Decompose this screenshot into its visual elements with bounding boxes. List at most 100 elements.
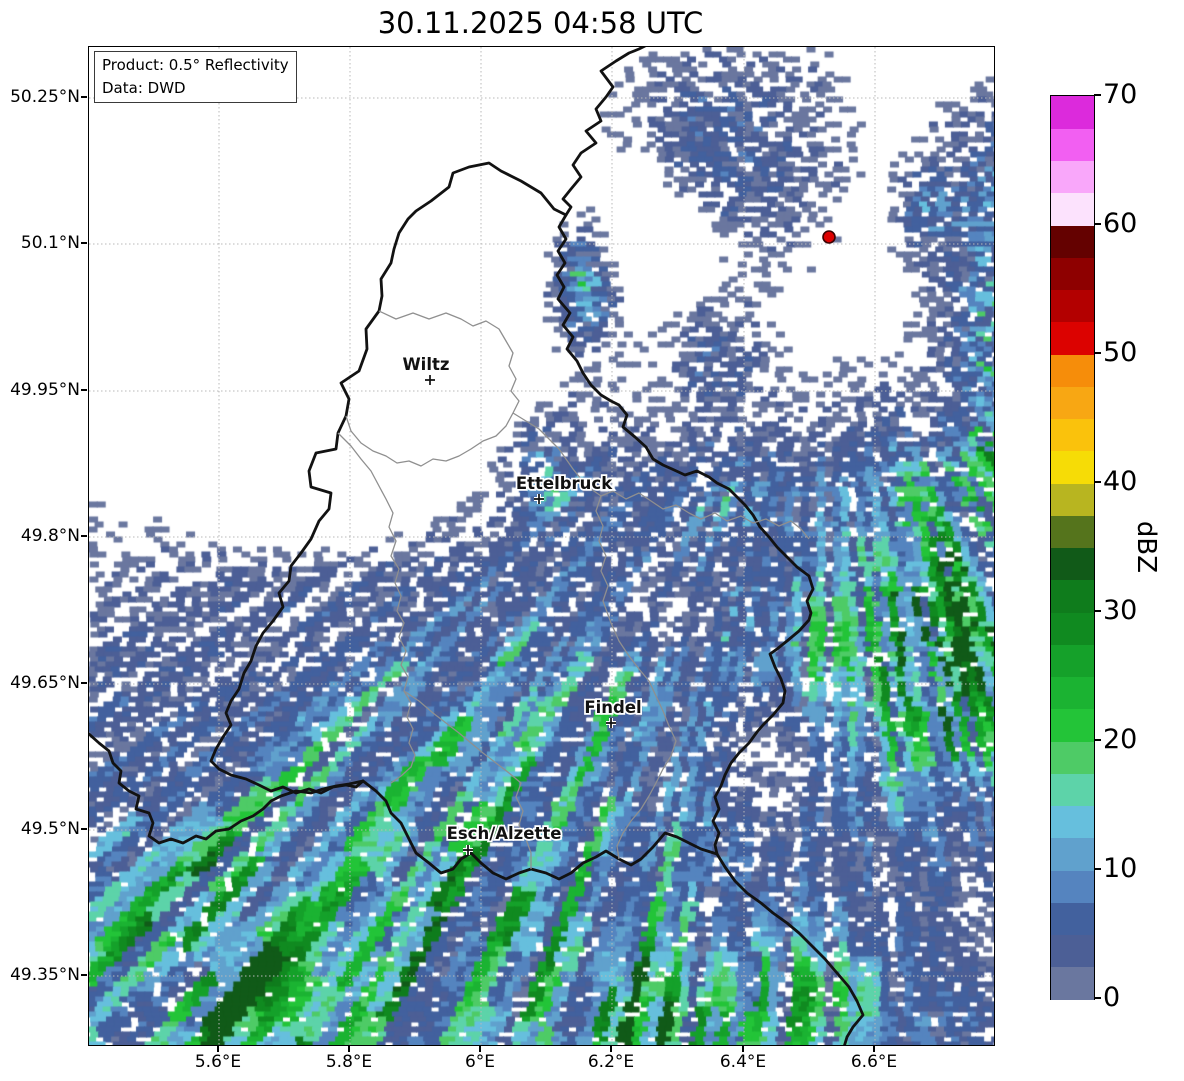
lat-tick-mark xyxy=(81,242,87,244)
colorbar-segment xyxy=(1051,418,1094,452)
lat-tick-label: 49.95°N xyxy=(10,380,80,400)
city-label: Findel xyxy=(584,698,641,717)
colorbar-tick-mark xyxy=(1094,868,1101,870)
colorbar-tick-label: 0 xyxy=(1103,982,1121,1013)
colorbar-segment xyxy=(1051,902,1094,936)
colorbar-tick-label: 10 xyxy=(1103,853,1138,884)
colorbar-tick-mark xyxy=(1094,352,1101,354)
lon-tick-mark xyxy=(742,1046,744,1052)
lat-tick-label: 49.35°N xyxy=(10,965,80,985)
colorbar-tick-mark xyxy=(1094,997,1101,999)
lat-tick-label: 49.8°N xyxy=(20,526,80,546)
colorbar-segment xyxy=(1051,289,1094,323)
colorbar-segment xyxy=(1051,805,1094,839)
lon-tick-mark xyxy=(217,1046,219,1052)
map-plot-area: Wiltz Ettelbruck Findel Esch/Alzette Produc… xyxy=(88,46,995,1046)
colorbar-segment xyxy=(1051,870,1094,903)
product-info-line: Product: 0.5° Reflectivity xyxy=(102,56,289,74)
lon-tick-mark xyxy=(479,1046,481,1052)
border-belgium-luxembourg xyxy=(209,161,568,795)
colorbar-tick-mark xyxy=(1094,739,1101,741)
colorbar-segment xyxy=(1051,837,1094,871)
city-label: Ettelbruck xyxy=(516,474,613,493)
colorbar-segment xyxy=(1051,966,1094,1000)
radar-site-marker xyxy=(822,230,836,244)
city-plus-marker xyxy=(534,494,544,504)
district-border-center-south xyxy=(595,495,677,860)
data-source-line: Data: DWD xyxy=(102,78,186,97)
colorbar-segment xyxy=(1051,773,1094,807)
colorbar-tick-label: 70 xyxy=(1103,79,1138,110)
border-france-belgium xyxy=(89,732,365,845)
colorbar-unit-label: dBZ xyxy=(1131,520,1161,574)
colorbar-tick-mark xyxy=(1094,94,1101,96)
city-plus-marker xyxy=(463,845,473,855)
border-germany-luxembourg xyxy=(555,47,865,1045)
colorbar-segment xyxy=(1051,676,1094,710)
colorbar-tick-mark xyxy=(1094,610,1101,612)
colorbar-tick-mark xyxy=(1094,223,1101,225)
city-annotations: Wiltz Ettelbruck Findel Esch/Alzette xyxy=(401,353,643,855)
lat-tick-label: 49.5°N xyxy=(20,819,80,839)
colorbar-segment xyxy=(1051,483,1094,516)
colorbar-segment xyxy=(1051,579,1094,613)
colorbar-segment xyxy=(1051,257,1094,291)
radar-field-canvas xyxy=(89,47,994,1045)
colorbar-segment xyxy=(1051,386,1094,420)
lon-tick-mark xyxy=(610,1046,612,1052)
colorbar-segment xyxy=(1051,225,1094,258)
lat-tick-label: 50.25°N xyxy=(10,87,80,107)
colorbar-segment xyxy=(1051,515,1094,549)
colorbar-tick-label: 60 xyxy=(1103,208,1138,239)
lat-tick-label: 50.1°N xyxy=(20,233,80,253)
product-info-box: Product: 0.5° Reflectivity Data: DWD xyxy=(94,51,297,103)
lon-tick-label: 6°E xyxy=(464,1052,496,1072)
border-france-luxembourg xyxy=(361,779,719,881)
lon-tick-label: 5.8°E xyxy=(325,1052,373,1072)
colorbar-segment xyxy=(1051,450,1094,484)
dbz-colorbar xyxy=(1050,95,1095,1000)
colorbar-tick-label: 30 xyxy=(1103,595,1138,626)
colorbar-segment xyxy=(1051,612,1094,645)
colorbar-segment xyxy=(1051,741,1094,774)
lat-tick-mark xyxy=(81,96,87,98)
lat-tick-label: 49.65°N xyxy=(10,673,80,693)
lon-tick-mark xyxy=(873,1046,875,1052)
lon-tick-label: 6.6°E xyxy=(850,1052,898,1072)
lat-tick-mark xyxy=(81,828,87,830)
district-border-wiltz xyxy=(345,310,520,467)
colorbar-segment xyxy=(1051,192,1094,226)
lat-tick-mark xyxy=(81,682,87,684)
city-label: Wiltz xyxy=(402,355,449,374)
colorbar-tick-mark xyxy=(1094,481,1101,483)
lon-tick-label: 5.6°E xyxy=(194,1052,242,1072)
lat-tick-mark xyxy=(81,535,87,537)
figure-title: 30.11.2025 04:58 UTC xyxy=(377,6,704,40)
colorbar-segment xyxy=(1051,934,1094,968)
district-border-ettelbruck-east xyxy=(512,412,810,540)
lat-tick-mark xyxy=(81,389,87,391)
colorbar-segment xyxy=(1051,354,1094,387)
colorbar-segment xyxy=(1051,547,1094,581)
district-border-esch xyxy=(403,690,532,869)
colorbar-tick-label: 20 xyxy=(1103,724,1138,755)
colorbar-segment xyxy=(1051,321,1094,355)
district-border-west xyxy=(337,432,416,784)
colorbar-segment xyxy=(1051,708,1094,742)
lon-tick-label: 6.2°E xyxy=(587,1052,635,1072)
colorbar-segment xyxy=(1051,96,1094,129)
city-plus-marker xyxy=(425,375,435,385)
city-label: Esch/Alzette xyxy=(447,824,562,843)
colorbar-segment xyxy=(1051,644,1094,678)
colorbar-tick-label: 50 xyxy=(1103,337,1138,368)
city-plus-marker xyxy=(606,718,616,728)
radar-site-dot xyxy=(822,230,836,244)
district-borders xyxy=(337,310,810,869)
lon-tick-label: 6.4°E xyxy=(719,1052,767,1072)
colorbar-tick-label: 40 xyxy=(1103,466,1138,497)
graticule-gridlines xyxy=(89,47,994,1045)
colorbar-segment xyxy=(1051,128,1094,162)
map-overlay: Wiltz Ettelbruck Findel Esch/Alzette xyxy=(89,47,994,1045)
colorbar-segment xyxy=(1051,160,1094,194)
